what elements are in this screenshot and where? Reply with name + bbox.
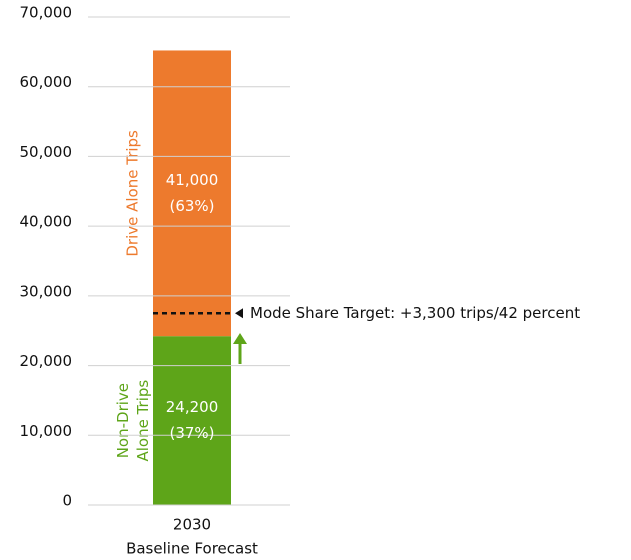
x-tick-label: 2030 (173, 516, 211, 534)
series-label: Non-Drive Alone Trips (114, 380, 152, 462)
bar-segment (153, 336, 231, 505)
y-tick-label: 40,000 (20, 213, 73, 231)
value-label: 24,200 (166, 398, 219, 416)
y-tick-label: 50,000 (20, 143, 73, 161)
x-axis-label: Baseline Forecast (126, 540, 258, 558)
series-label: Drive Alone Trips (124, 130, 142, 257)
target-label: Mode Share Target: +3,300 trips/42 perce… (250, 304, 580, 322)
share-label: (63%) (169, 197, 214, 215)
target-pointer (235, 308, 243, 319)
target-arrowhead (233, 333, 247, 344)
y-tick-label: 20,000 (20, 352, 73, 370)
share-label: (37%) (169, 424, 214, 442)
y-tick-label: 10,000 (20, 422, 73, 440)
value-label: 41,000 (166, 171, 219, 189)
bar-segment (153, 50, 231, 337)
y-tick-label: 70,000 (20, 4, 73, 22)
y-tick-label: 60,000 (20, 73, 73, 91)
y-tick-label: 30,000 (20, 282, 73, 300)
y-tick-label: 0 (62, 492, 72, 510)
